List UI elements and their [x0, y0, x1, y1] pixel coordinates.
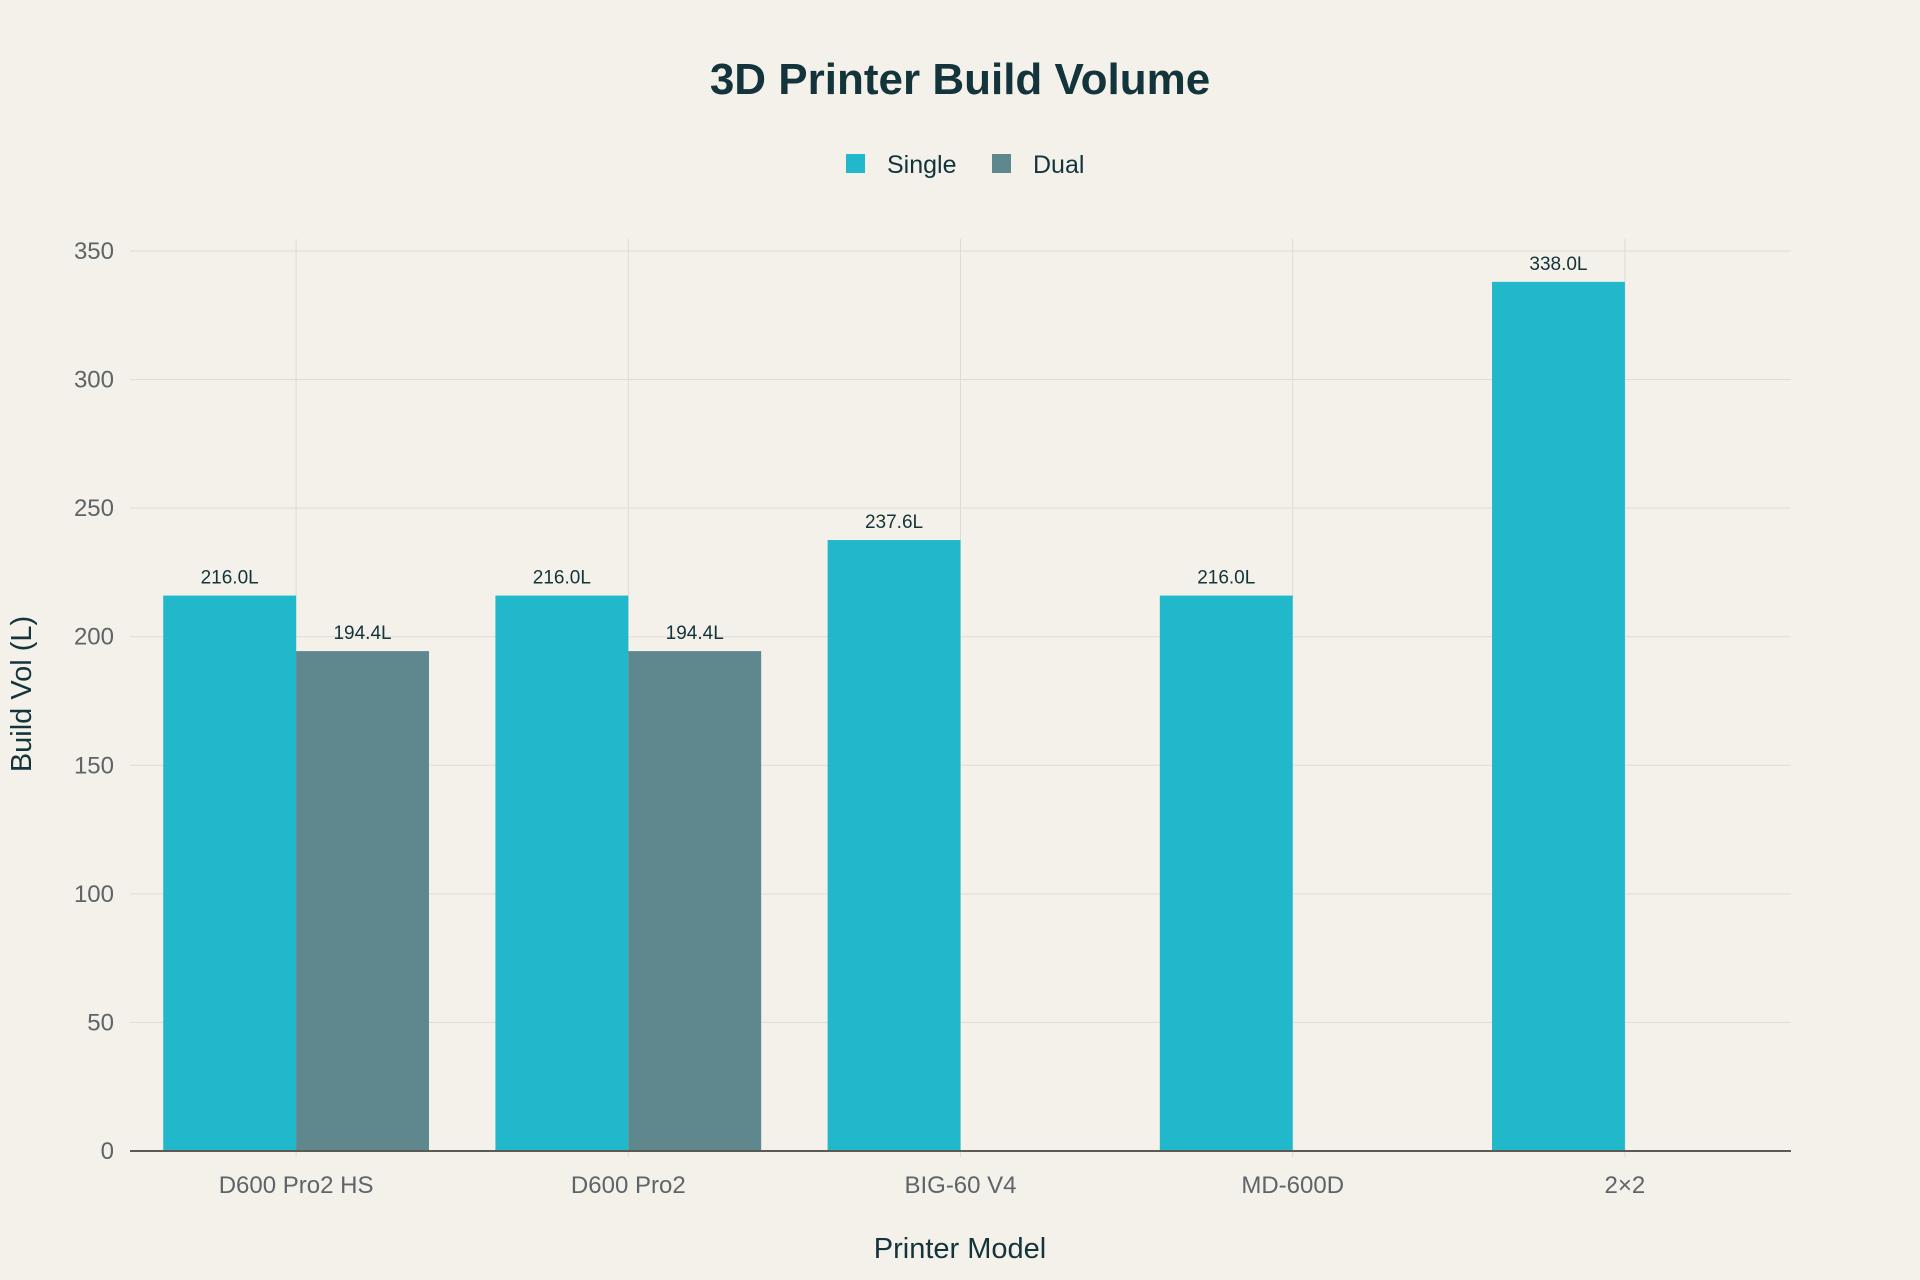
bar-single [163, 595, 297, 1151]
bar-dual [296, 651, 429, 1151]
bar-single [827, 540, 961, 1151]
chart-title: 3D Printer Build Volume [710, 55, 1210, 104]
data-label: 237.6L [865, 512, 923, 533]
x-tick-label: D600 Pro2 [571, 1172, 686, 1199]
y-tick-label: 250 [74, 495, 114, 522]
legend-swatch-single [846, 154, 865, 173]
y-tick-label: 150 [74, 752, 114, 779]
legend: Single Dual [846, 151, 1084, 179]
data-label: 338.0L [1529, 254, 1587, 275]
x-tick-label: 2×2 [1605, 1172, 1646, 1199]
bar-dual [628, 651, 762, 1151]
legend-label-dual: Dual [1033, 151, 1084, 179]
x-axis-title: Printer Model [874, 1233, 1046, 1265]
y-tick-label: 50 [87, 1009, 114, 1036]
data-label: 194.4L [333, 623, 391, 644]
x-tick-label: BIG-60 V4 [904, 1172, 1016, 1199]
y-axis-title: Build Vol (L) [6, 616, 38, 772]
bar-single [495, 595, 629, 1151]
x-tick-label: MD-600D [1241, 1172, 1344, 1199]
legend-label-single: Single [887, 151, 957, 179]
y-tick-label: 300 [74, 367, 114, 394]
data-label: 216.0L [533, 568, 591, 589]
y-tick-label: 350 [74, 238, 114, 265]
bar-single [1159, 595, 1293, 1151]
y-tick-label: 100 [74, 881, 114, 908]
data-label: 216.0L [201, 568, 259, 589]
y-tick-label: 200 [74, 624, 114, 651]
data-label: 194.4L [666, 623, 724, 644]
bar-single [1492, 281, 1625, 1151]
y-tick-label: 0 [101, 1138, 114, 1165]
data-label: 216.0L [1197, 568, 1255, 589]
x-tick-label: D600 Pro2 HS [219, 1172, 374, 1199]
legend-swatch-dual [992, 154, 1011, 173]
